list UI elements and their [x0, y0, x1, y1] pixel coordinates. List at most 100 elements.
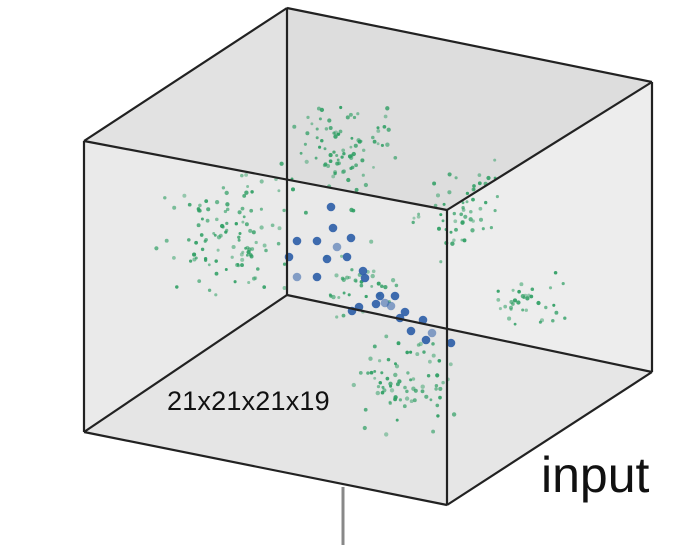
- green-point: [240, 263, 244, 268]
- green-point: [429, 398, 433, 402]
- green-point: [356, 138, 361, 143]
- green-point: [438, 386, 443, 391]
- green-point: [370, 273, 375, 279]
- green-point: [259, 179, 264, 184]
- green-point: [354, 163, 358, 168]
- green-point: [521, 308, 525, 312]
- green-point: [187, 202, 192, 207]
- green-point: [359, 283, 364, 288]
- green-point: [496, 298, 501, 302]
- green-point: [216, 248, 220, 252]
- green-point: [403, 385, 407, 390]
- green-point: [290, 187, 296, 192]
- green-point: [529, 294, 534, 299]
- green-point: [411, 377, 416, 381]
- green-point: [333, 171, 337, 176]
- green-point: [246, 249, 251, 255]
- green-point: [224, 230, 228, 234]
- green-point: [388, 401, 392, 405]
- green-point: [461, 201, 465, 205]
- green-point: [349, 155, 354, 160]
- blue-point: [312, 272, 322, 282]
- green-point: [424, 394, 429, 399]
- green-point: [262, 285, 267, 289]
- green-point: [270, 223, 275, 228]
- green-point: [233, 280, 237, 284]
- green-point: [221, 186, 226, 190]
- green-point: [398, 398, 402, 402]
- green-point: [172, 256, 176, 260]
- green-point: [299, 151, 303, 155]
- green-point: [438, 395, 442, 400]
- green-point: [386, 127, 391, 132]
- green-point: [338, 129, 343, 134]
- green-point: [333, 130, 339, 135]
- green-point: [405, 350, 410, 355]
- green-point: [360, 158, 365, 163]
- green-point: [282, 286, 287, 290]
- cube-left-face: [84, 8, 287, 432]
- green-point: [450, 241, 455, 246]
- green-point: [509, 305, 513, 310]
- green-point: [484, 200, 488, 205]
- green-point: [192, 252, 197, 257]
- blue-point: [358, 266, 368, 276]
- green-point: [341, 170, 345, 174]
- green-point: [471, 197, 475, 202]
- green-point: [197, 279, 202, 283]
- green-point: [200, 247, 205, 252]
- green-point: [196, 223, 201, 228]
- green-point: [345, 275, 350, 280]
- green-point: [384, 334, 389, 339]
- green-point: [439, 213, 443, 217]
- green-point: [259, 207, 263, 211]
- green-point: [369, 239, 374, 244]
- cube-edge: [83, 7, 288, 142]
- green-point: [245, 253, 249, 257]
- green-point: [554, 310, 559, 315]
- green-point: [375, 390, 380, 396]
- green-point: [495, 195, 499, 199]
- green-point: [203, 257, 208, 261]
- green-point: [341, 313, 346, 318]
- green-point: [207, 288, 212, 292]
- green-point: [164, 238, 169, 243]
- scatter-points-green: [154, 105, 567, 437]
- green-point: [493, 158, 497, 162]
- cube-edge: [446, 371, 653, 506]
- green-point: [402, 404, 407, 409]
- green-point: [511, 288, 515, 292]
- green-point: [503, 304, 508, 309]
- green-point: [412, 398, 417, 403]
- green-point: [376, 281, 381, 286]
- green-point: [454, 227, 458, 232]
- green-point: [481, 227, 485, 231]
- green-point: [319, 107, 325, 113]
- green-point: [544, 305, 548, 310]
- green-point: [389, 384, 393, 388]
- green-point: [376, 129, 381, 133]
- green-point: [428, 359, 432, 364]
- green-point: [340, 276, 345, 281]
- green-point: [349, 166, 353, 170]
- green-point: [351, 382, 356, 388]
- green-point: [236, 264, 241, 268]
- green-point: [380, 143, 384, 147]
- green-point: [337, 295, 341, 300]
- green-point: [368, 356, 373, 361]
- green-point: [376, 142, 380, 146]
- green-point: [372, 166, 375, 169]
- green-point: [310, 122, 314, 126]
- green-point: [380, 284, 384, 288]
- green-point: [377, 359, 382, 363]
- cube-floor-face: [84, 295, 652, 505]
- blue-point: [406, 326, 416, 336]
- green-point: [322, 163, 327, 168]
- green-point: [224, 190, 229, 196]
- green-point: [561, 282, 565, 286]
- green-point: [214, 259, 218, 263]
- green-point: [404, 396, 410, 401]
- green-point: [431, 353, 436, 358]
- green-point: [237, 235, 241, 239]
- green-point: [250, 190, 254, 194]
